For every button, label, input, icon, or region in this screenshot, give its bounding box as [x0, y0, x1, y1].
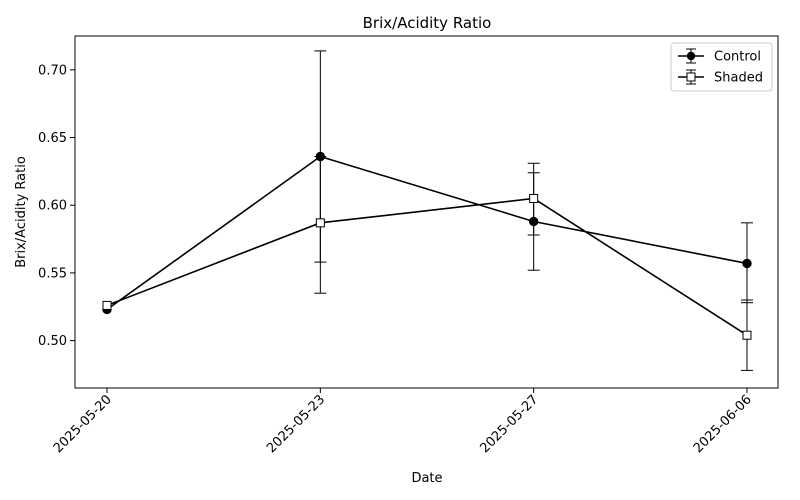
- data-point: [742, 330, 752, 340]
- legend-item-control: Control: [678, 48, 761, 65]
- y-tick-label: 0.70: [38, 63, 67, 78]
- data-point: [742, 258, 752, 269]
- legend: Control Shaded: [670, 42, 773, 92]
- legend-label: Shaded: [714, 71, 763, 86]
- data-point: [102, 300, 112, 310]
- y-axis-label: Brix/Acidity Ratio: [14, 156, 29, 268]
- y-tick-label: 0.65: [38, 131, 67, 146]
- series-line: [106, 197, 748, 336]
- y-tick-label: 0.55: [38, 266, 67, 281]
- x-tick-label: 2025-05-23: [264, 392, 328, 456]
- x-axis: 2025-05-20 2025-05-23 2025-05-27 2025-06-06: [51, 388, 755, 456]
- data-point: [529, 193, 539, 203]
- x-tick-label: 2025-05-20: [51, 392, 115, 456]
- legend-box: [670, 42, 773, 92]
- series-control: [102, 50, 753, 315]
- x-axis-label: Date: [411, 471, 442, 486]
- y-tick-label: 0.50: [38, 334, 67, 349]
- series-layer: [102, 50, 753, 371]
- plot-area: [74, 35, 779, 389]
- legend-label: Control: [714, 50, 761, 65]
- y-tick-label: 0.60: [38, 199, 67, 214]
- legend-marker: [686, 51, 696, 61]
- series-shaded: [102, 155, 753, 371]
- series-line: [106, 155, 748, 311]
- chart-title: Brix/Acidity Ratio: [363, 14, 492, 32]
- x-tick-label: 2025-06-06: [691, 392, 755, 456]
- y-axis: 0.50 0.55 0.60 0.65 0.70: [38, 63, 75, 349]
- legend-marker: [686, 72, 696, 82]
- legend-item-shaded: Shaded: [678, 69, 763, 86]
- data-point: [315, 218, 325, 228]
- x-tick-label: 2025-05-27: [477, 392, 541, 456]
